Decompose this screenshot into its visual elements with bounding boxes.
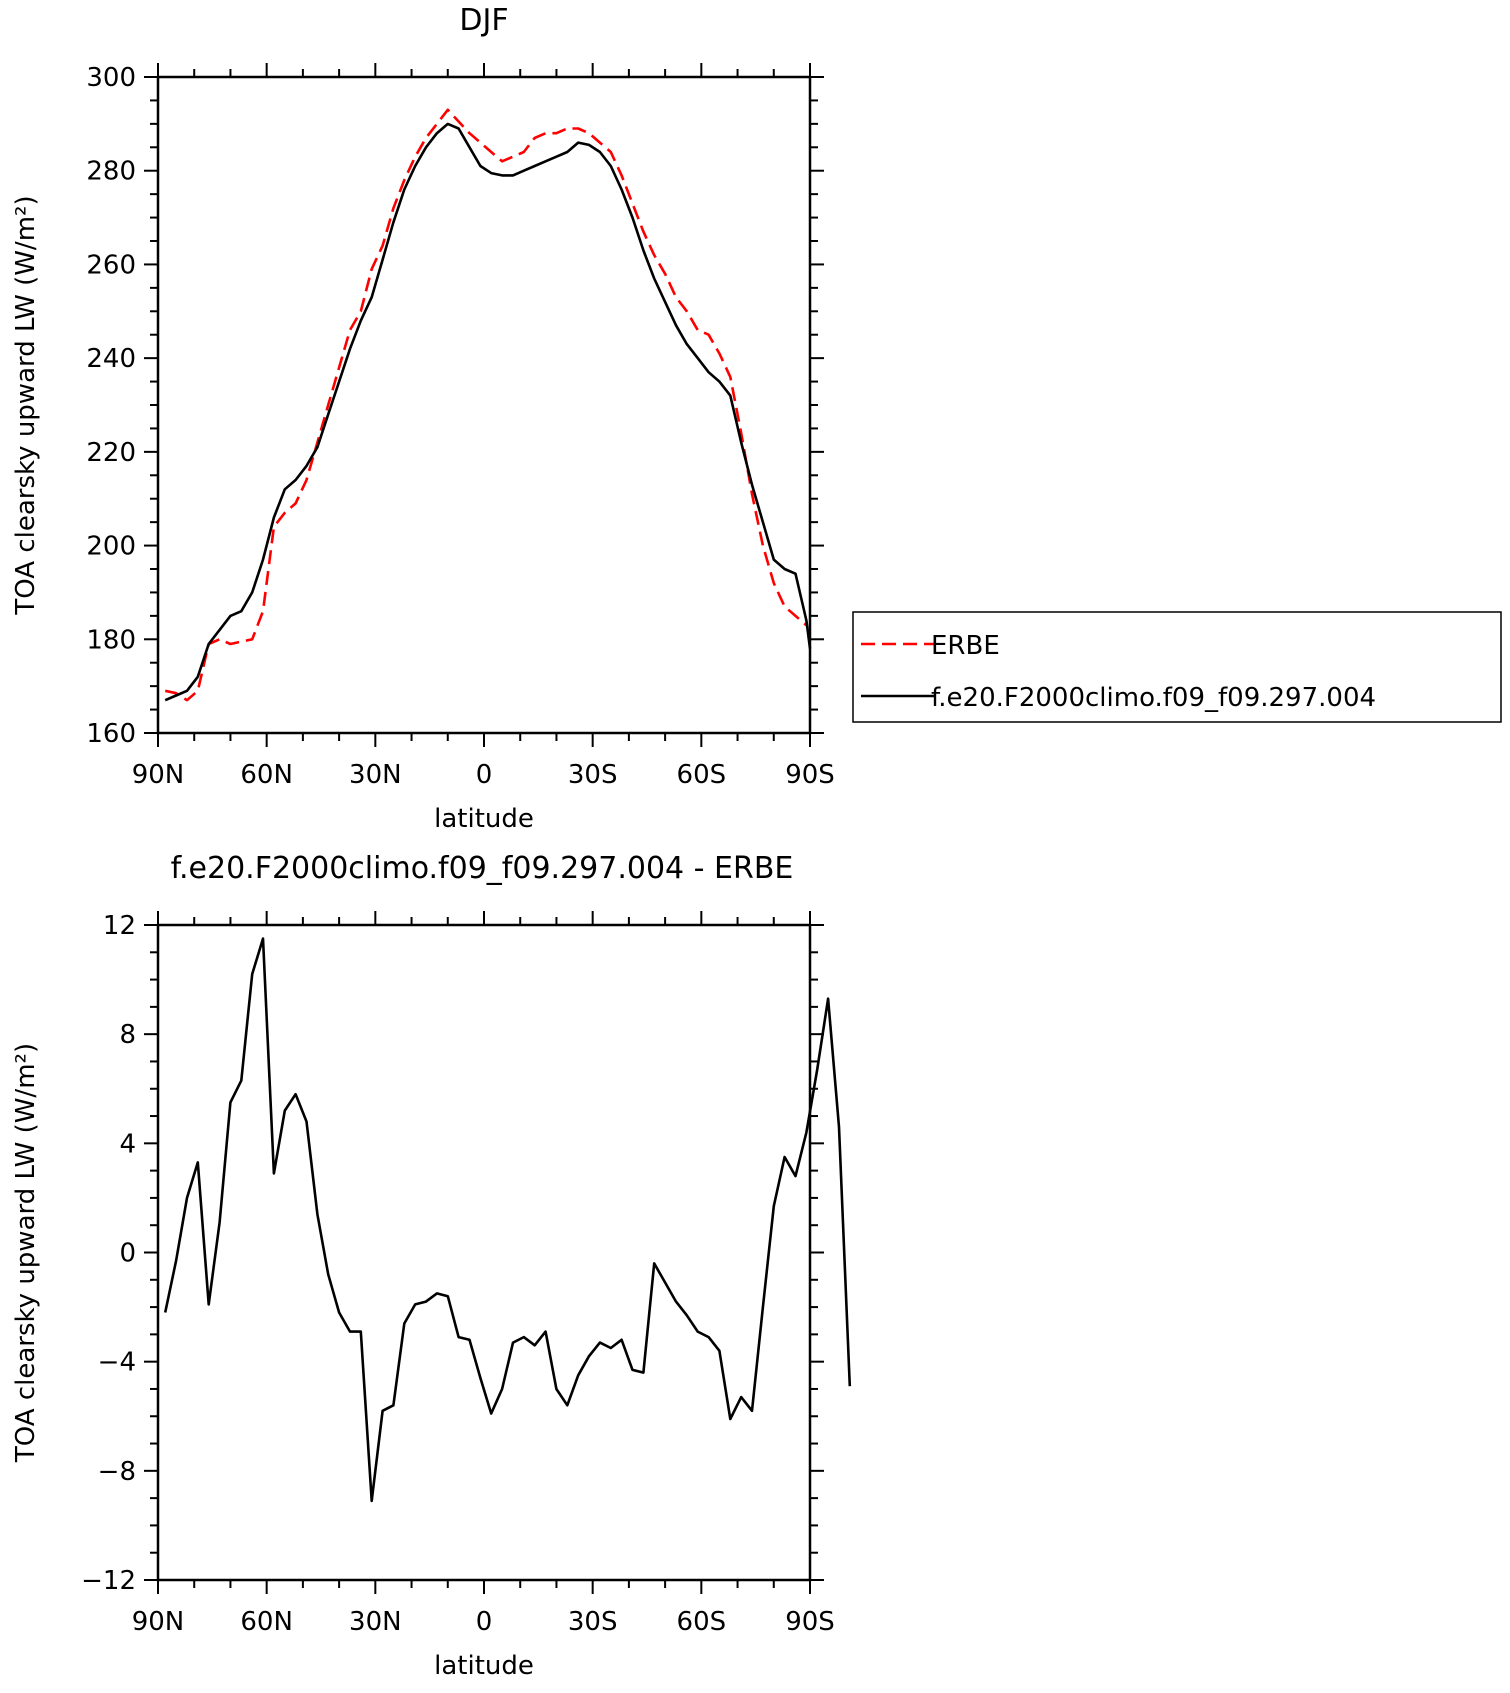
x-tick-label: 30S — [568, 1607, 618, 1637]
series-line-f-e20-f2000climo-f09-f09-297-004 — [164, 122, 812, 702]
y-tick-label: −4 — [98, 1348, 136, 1378]
x-axis-label: latitude — [434, 1651, 534, 1681]
y-tick-label: 280 — [86, 157, 136, 187]
x-tick-label: 0 — [476, 1607, 493, 1637]
chart-2: 90N 60N 30N 0 30S 60S 90S −12 −8 −4 0 4 8 12 f.e20.F20… — [11, 851, 852, 1681]
legend: ERBE f.e20.F2000climo.f09_f09.297.004 — [852, 611, 1502, 723]
x-tick-label: 30N — [349, 760, 402, 790]
x-tick-label: 90S — [785, 760, 835, 790]
y-tick-label: 200 — [86, 532, 136, 562]
y-tick-label: 4 — [119, 1129, 136, 1159]
chart-title: DJF — [459, 3, 508, 38]
y-axis-label: TOA clearsky upward LW (W/m²) — [11, 195, 41, 615]
y-tick-label: 0 — [119, 1239, 136, 1269]
chart-title: f.e20.F2000climo.f09_f09.297.004 - ERBE — [171, 851, 794, 886]
x-tick-label: 60S — [677, 1607, 727, 1637]
y-tick-label: 260 — [86, 250, 136, 280]
series-line-difference — [163, 937, 852, 1503]
x-tick-label: 0 — [476, 760, 493, 790]
y-tick-label: 240 — [86, 344, 136, 374]
x-tick-label: 90N — [132, 760, 185, 790]
x-tick-label: 30S — [568, 760, 618, 790]
x-axis-label: latitude — [434, 804, 534, 834]
x-tick-label: 30N — [349, 1607, 402, 1637]
y-tick-label: −8 — [98, 1457, 136, 1487]
legend-box — [852, 611, 1502, 723]
x-tick-label: 60N — [240, 1607, 293, 1637]
x-tick-label: 90S — [785, 1607, 835, 1637]
series-line-erbe — [164, 108, 808, 702]
legend-label: f.e20.F2000climo.f09_f09.297.004 — [931, 683, 1376, 713]
y-tick-label: 300 — [86, 63, 136, 93]
y-tick-label: 160 — [86, 719, 136, 749]
y-axis-label: TOA clearsky upward LW (W/m²) — [11, 1043, 41, 1463]
x-tick-label: 60S — [677, 760, 727, 790]
y-tick-label: −12 — [81, 1566, 136, 1596]
plot-frame — [156, 923, 812, 1582]
legend-label: ERBE — [931, 631, 1000, 661]
x-tick-label: 90N — [132, 1607, 185, 1637]
y-tick-label: 180 — [86, 625, 136, 655]
y-tick-label: 220 — [86, 438, 136, 468]
plot-frame — [156, 75, 812, 735]
x-tick-label: 60N — [240, 760, 293, 790]
chart-1: 90N 60N 30N 0 30S 60S 90S 160 180 200 220 240 260 280… — [11, 3, 1502, 834]
y-tick-label: 8 — [119, 1020, 136, 1050]
y-tick-label: 12 — [103, 911, 136, 941]
